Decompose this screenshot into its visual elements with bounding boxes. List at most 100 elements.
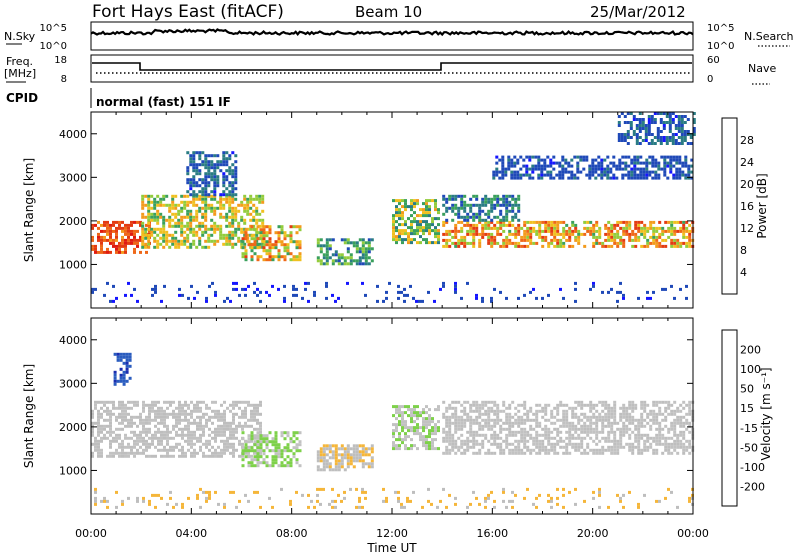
power-cell-region-8 [633, 164, 637, 168]
velocity-cell-region-4 [502, 451, 506, 455]
power-cell-region-8 [603, 170, 607, 174]
velocity-cell-region-4 [496, 442, 500, 446]
velocity-cell-region-4 [481, 424, 485, 428]
power-cell-region-1 [141, 236, 145, 240]
power-cell-region-8 [675, 170, 679, 174]
power-cell-region-9 [665, 139, 669, 142]
power-cell-region-9 [659, 142, 663, 145]
velocity-cell-region-3 [434, 429, 437, 433]
power-cell-region-10 [244, 287, 247, 291]
power-cell-region-2 [225, 151, 229, 155]
power-cell-region-4 [343, 256, 347, 260]
velocity-cell-region-3 [398, 414, 401, 418]
power-cell-region-1 [231, 215, 235, 219]
velocity-cell-region-3 [431, 432, 434, 436]
power-cell-region-9 [659, 112, 663, 115]
power-cell-region-0 [127, 232, 130, 236]
power-cell-region-1 [177, 212, 181, 216]
velocity-cell-region-6 [484, 496, 487, 500]
power-cell-region-10 [649, 296, 652, 300]
velocity-cell-region-0 [145, 448, 148, 452]
velocity-cell-region-0 [133, 451, 136, 455]
power-cell-region-6 [592, 229, 596, 233]
power-cell-region-7 [469, 197, 473, 201]
velocity-cell-region-0 [214, 427, 217, 431]
power-cell-region-6 [550, 232, 554, 236]
power-cell-region-6 [661, 229, 665, 233]
velocity-cell-region-0 [148, 406, 151, 410]
velocity-cell-region-0 [136, 424, 139, 428]
velocity-cell-region-0 [136, 451, 139, 455]
power-cell-region-9 [641, 139, 645, 142]
velocity-cell-region-0 [253, 406, 256, 410]
power-cell-region-5 [416, 223, 419, 227]
power-cell-region-10 [205, 299, 208, 303]
velocity-cell-region-0 [151, 409, 154, 413]
velocity-cell-region-4 [652, 436, 656, 440]
power-cell-region-6 [670, 238, 674, 242]
power-cell-region-8 [624, 164, 628, 168]
power-cell-region-1 [207, 206, 211, 210]
velocity-cell-region-5 [125, 379, 129, 383]
power-cell-region-6 [487, 232, 491, 236]
velocity-cell-region-5 [122, 373, 126, 377]
velocity-cell-region-4 [670, 421, 674, 425]
power-cell-region-9 [686, 130, 690, 133]
velocity-cell-region-3 [413, 432, 416, 436]
power-cell-region-10 [454, 287, 457, 291]
velocity-cell-region-0 [259, 427, 262, 431]
power-cell-region-1 [153, 218, 157, 222]
power-cell-region-10 [238, 293, 241, 297]
velocity-cell-region-4 [670, 412, 674, 416]
velocity-cell-region-2 [361, 465, 365, 469]
velocity-cell-region-4 [625, 424, 629, 428]
power-cell-region-6 [577, 229, 581, 233]
velocity-cell-region-1 [277, 452, 281, 456]
power-cell-region-3 [256, 225, 260, 229]
velocity-cell-region-0 [229, 421, 232, 425]
velocity-cell-region-0 [223, 418, 226, 422]
power-cell-region-8 [543, 173, 547, 177]
velocity-cell-region-2 [358, 444, 362, 448]
power-cell-region-2 [234, 166, 238, 170]
power-cell-region-0 [136, 229, 139, 233]
power-cell-region-5 [422, 214, 425, 218]
velocity-cell-region-3 [398, 444, 401, 448]
velocity-cell-region-1 [292, 446, 296, 450]
power-cell-region-1 [246, 203, 250, 207]
power-cell-region-10 [541, 296, 544, 300]
power-cell-region-3 [244, 234, 248, 238]
velocity-cell-region-4 [451, 400, 455, 404]
power-cell-region-2 [204, 190, 208, 194]
velocity-cell-region-3 [419, 426, 422, 430]
power-cell-region-1 [201, 206, 205, 210]
power-cell-region-8 [540, 158, 544, 162]
velocity-cell-region-4 [541, 445, 545, 449]
power-cell-region-6 [628, 238, 632, 242]
velocity-cell-region-4 [523, 445, 527, 449]
velocity-cell-region-4 [661, 442, 665, 446]
power-cell-region-10 [277, 287, 280, 291]
power-cell-region-2 [204, 181, 208, 185]
velocity-cell-region-4 [550, 448, 554, 452]
velocity-cell-region-1 [241, 452, 245, 456]
power-cell-region-8 [675, 161, 679, 165]
velocity-cell-region-0 [148, 454, 151, 458]
power-cell-region-5 [425, 220, 428, 224]
power-y-tick-label: 4000 [59, 128, 87, 141]
power-cell-region-1 [168, 224, 172, 228]
power-cell-region-1 [219, 203, 223, 207]
power-cell-region-1 [147, 239, 151, 243]
velocity-cell-region-1 [292, 431, 296, 435]
velocity-cell-region-4 [586, 445, 590, 449]
velocity-cell-region-3 [410, 447, 413, 451]
velocity-cell-region-0 [124, 406, 127, 410]
power-cell-region-4 [325, 262, 329, 266]
power-cell-region-8 [600, 164, 604, 168]
velocity-cell-region-2 [319, 453, 323, 457]
velocity-cell-region-6 [619, 499, 622, 503]
power-cell-region-8 [651, 170, 655, 174]
velocity-cell-region-0 [211, 445, 214, 449]
velocity-cell-region-4 [565, 421, 569, 425]
power-cell-region-6 [517, 232, 521, 236]
